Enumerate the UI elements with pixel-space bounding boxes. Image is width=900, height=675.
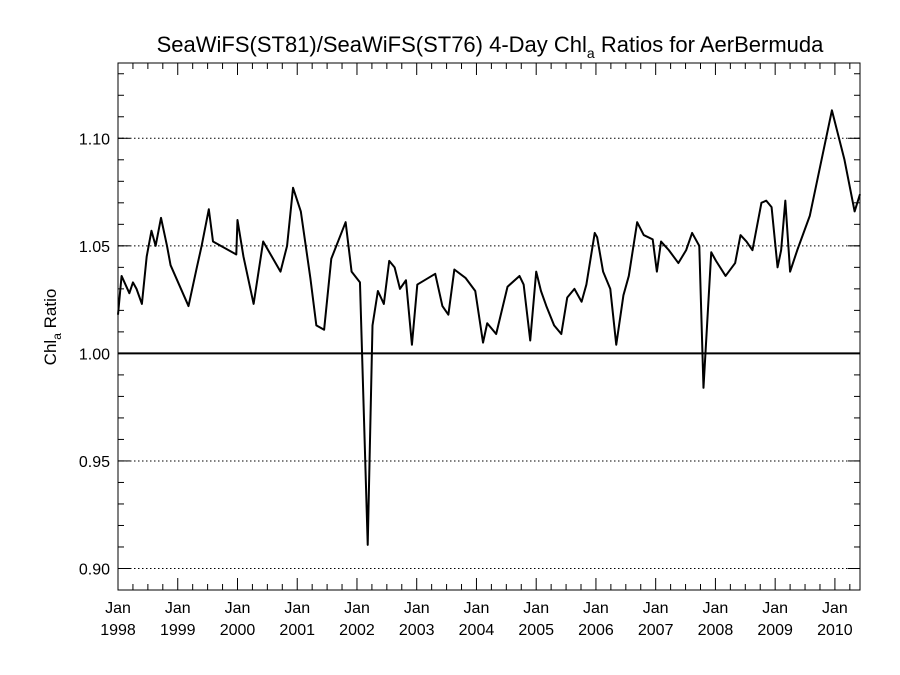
series-layer (117, 109, 861, 546)
x-tick-label-year: 1998 (100, 622, 136, 639)
chart-title-suffix: Ratios for AerBermuda (595, 32, 824, 57)
x-tick-labels: Jan 1998 Jan 1999 Jan 2000 Jan 2001 Jan 2002 Jan 20… (100, 600, 853, 639)
x-tick-label-year: 2010 (817, 622, 853, 639)
x-tick-label-year: 2002 (339, 622, 375, 639)
x-tick-label-month: Jan (523, 600, 549, 617)
x-tick-label-month: Jan (105, 600, 131, 617)
x-tick-label-month: Jan (464, 600, 490, 617)
x-tick-label-month: Jan (822, 600, 848, 617)
y-tick-label: 1.10 (79, 131, 110, 148)
x-tick-label-month: Jan (225, 600, 251, 617)
x-tick-label-year: 2003 (399, 622, 435, 639)
x-tick-label-month: Jan (583, 600, 609, 617)
x-tick-label-year: 2000 (220, 622, 256, 639)
y-tick-labels: 0.90 0.95 1.00 1.05 1.10 (79, 131, 110, 578)
y-axis-label-subscript: a (50, 333, 64, 340)
x-tick-label-year: 2008 (698, 622, 734, 639)
y-tick-label: 0.95 (79, 454, 110, 471)
chart-title: SeaWiFS(ST81)/SeaWiFS(ST76) 4-Day Chla R… (157, 32, 825, 61)
x-tick-label-year: 2001 (279, 622, 315, 639)
y-tick-label: 1.00 (79, 346, 110, 363)
x-tick-label-year: 1999 (160, 622, 196, 639)
x-tick-label-year: 2004 (459, 622, 495, 639)
x-tick-label-year: 2009 (757, 622, 793, 639)
x-tick-label-month: Jan (404, 600, 430, 617)
chart-title-subscript: a (587, 45, 595, 61)
y-axis-label-main: Chl (41, 340, 60, 366)
chart-title-main: SeaWiFS(ST81)/SeaWiFS(ST76) 4-Day Chl (157, 32, 587, 57)
x-tick-label-month: Jan (344, 600, 370, 617)
x-tick-label-year: 2007 (638, 622, 674, 639)
x-tick-label-month: Jan (165, 600, 191, 617)
y-axis-label: Chla Ratio (41, 289, 64, 366)
plot-frame (117, 62, 861, 591)
x-tick-label-month: Jan (762, 600, 788, 617)
x-tick-label-month: Jan (643, 600, 669, 617)
y-tick-label: 1.05 (79, 239, 110, 256)
y-axis-label-suffix: Ratio (41, 289, 60, 333)
x-tick-label-year: 2005 (518, 622, 554, 639)
y-tick-label: 0.90 (79, 561, 110, 578)
x-tick-label-month: Jan (284, 600, 310, 617)
x-tick-label-year: 2006 (578, 622, 614, 639)
series-line-1 (117, 109, 861, 546)
x-tick-label-month: Jan (703, 600, 729, 617)
